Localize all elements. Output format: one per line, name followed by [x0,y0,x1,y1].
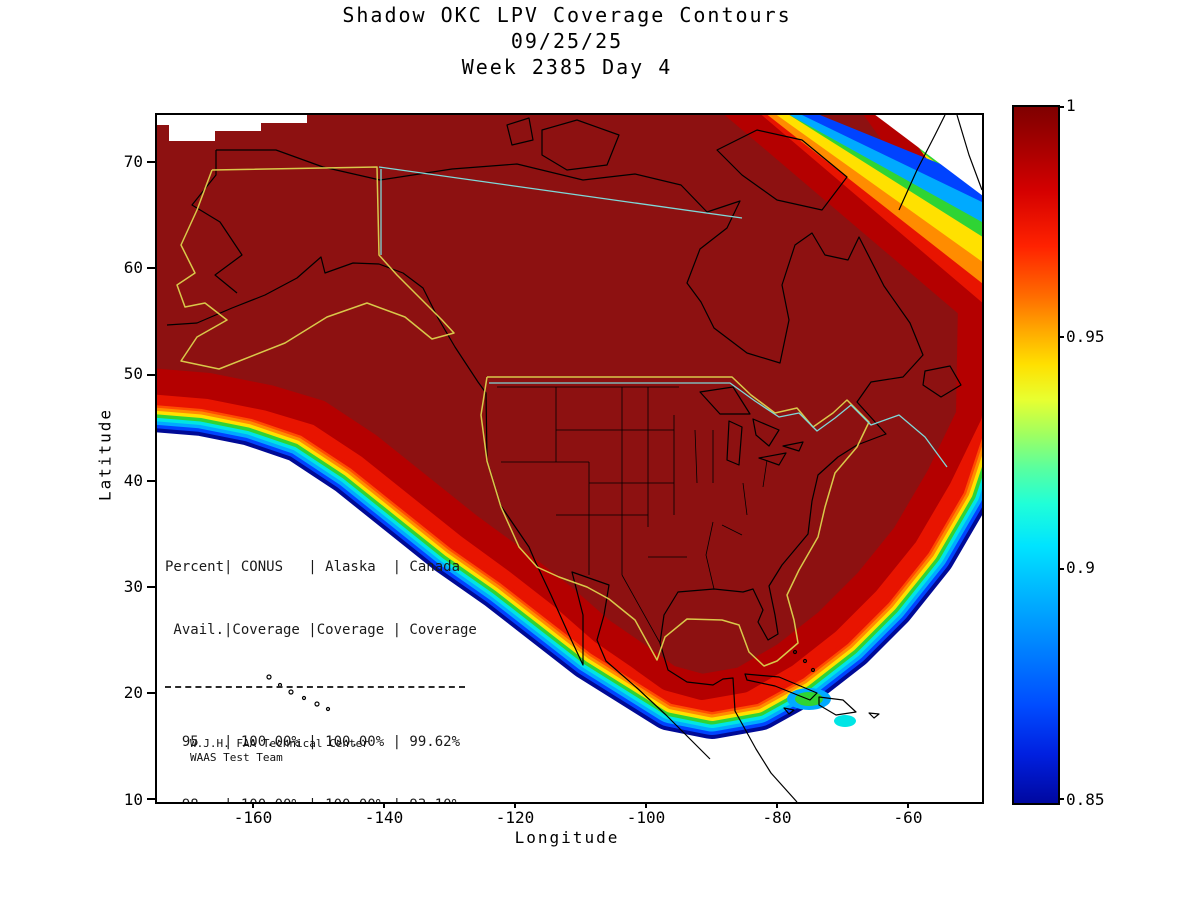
x-tickmark [383,800,385,808]
y-tickmark [147,267,155,269]
coverage-contour-map [157,115,982,802]
y-tickmark [147,374,155,376]
service-boundary-cyan [378,166,948,468]
y-tickmark [147,586,155,588]
y-tick-label: 50 [123,364,143,383]
degraded-patches-caribbean [787,688,856,727]
x-tick-label: -160 [233,808,273,827]
y-tick-label: 60 [123,258,143,277]
colorbar-tick-label: 0.85 [1066,790,1105,809]
x-tick-label: -80 [762,808,792,827]
y-tickmark [147,480,155,482]
colorbar-tick-label: 0.95 [1066,327,1105,346]
coverage-table-divider [165,686,465,688]
x-tick-label: -100 [626,808,666,827]
y-tick-label: 10 [123,790,143,809]
x-tick-label: -140 [364,808,404,827]
map-plot: Percent| CONUS | Alaska | Canada Avail.|… [155,113,984,804]
credit-text: W.J.H. FAA Technical Center WAAS Test Te… [190,737,369,765]
coverage-table-header-1: Percent| CONUS | Alaska | Canada [165,559,461,575]
x-tickmark [252,800,254,808]
x-tickmark [776,800,778,808]
credit-line-1: W.J.H. FAA Technical Center [190,737,369,750]
service-boundary-yellow [176,166,870,667]
title-line-2: 09/25/25 [510,29,624,53]
coverage-table: Percent| CONUS | Alaska | Canada Avail.|… [165,515,477,802]
x-tickmark [645,800,647,808]
colorbar-tick-label: 0.9 [1066,558,1095,577]
y-tickmark [147,161,155,163]
credit-line-2: WAAS Test Team [190,751,283,764]
x-axis-label: Longitude [514,828,620,847]
x-tick-label: -60 [893,808,923,827]
no-coverage-mask [157,115,982,196]
coverage-core [157,115,982,700]
title-line-3: Week 2385 Day 4 [461,55,673,79]
chart-title: Shadow OKC LPV Coverage Contours 09/25/2… [0,2,1134,80]
state-boundaries [497,386,768,644]
y-tick-label: 30 [123,577,143,596]
y-axis-label: Latitude [95,407,115,502]
colorbar-tickmark [1058,798,1064,800]
y-tickmark [147,692,155,694]
colorbar [1012,105,1060,805]
colorbar-tickmark [1058,336,1064,338]
title-line-1: Shadow OKC LPV Coverage Contours [342,3,792,27]
coverage-table-row: 95 | 100.00% | 100.00% | 99.62% [165,734,461,750]
colorbar-tickmark [1058,568,1064,570]
x-tickmark [907,800,909,808]
y-tick-label: 40 [123,471,143,490]
y-tickmark [147,798,155,800]
coverage-table-row: 98 | 100.00% | 100.00% | 93.10% [165,795,477,802]
y-tick-label: 70 [123,152,143,171]
colorbar-tick-label: 1 [1066,96,1076,115]
x-tickmark [514,800,516,808]
colorbar-tickmark [1058,106,1064,108]
x-tick-label: -120 [495,808,535,827]
y-tick-label: 20 [123,683,143,702]
coverage-contours [157,115,982,710]
coverage-table-header-2: Avail.|Coverage |Coverage | Coverage [165,622,477,638]
